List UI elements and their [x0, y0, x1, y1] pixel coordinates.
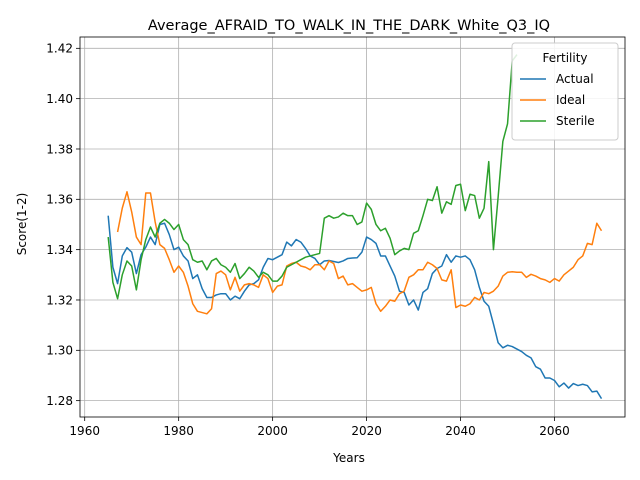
y-axis-ticks: 1.28 1.30 1.32 1.34 1.36 1.38 1.40 1.42: [46, 42, 80, 408]
y-tick-label: 1.32: [46, 293, 73, 307]
y-tick-label: 1.40: [46, 92, 73, 106]
axes-frame: [79, 36, 626, 418]
series-line-actual: [107, 215, 603, 400]
legend-label-ideal: Ideal: [556, 93, 585, 107]
y-tick-label: 1.36: [46, 193, 73, 207]
y-tick-label: 1.42: [46, 42, 73, 56]
gridlines: [80, 37, 625, 417]
x-axis-label: Years: [332, 451, 365, 465]
x-tick-label: 2000: [257, 424, 288, 438]
x-tick-label: 1980: [163, 424, 194, 438]
x-tick-label: 2020: [351, 424, 382, 438]
plot-lines: [107, 54, 603, 400]
y-tick-label: 1.30: [46, 344, 73, 358]
y-axis-label: Score(1-2): [15, 193, 29, 256]
legend: Fertility Actual Ideal Sterile: [511, 42, 619, 141]
x-tick-label: 1960: [69, 424, 100, 438]
y-tick-label: 1.38: [46, 142, 73, 156]
legend-box: [511, 42, 619, 141]
x-axis-ticks: 1960 1980 2000 2020 2040 2060: [69, 417, 570, 438]
legend-label-actual: Actual: [556, 72, 594, 86]
chart-title: Average_AFRAID_TO_WALK_IN_THE_DARK_White…: [148, 18, 550, 34]
series-line-ideal: [116, 191, 603, 315]
x-tick-label: 2060: [539, 424, 570, 438]
x-tick-label: 2040: [445, 424, 476, 438]
series-line-sterile: [107, 54, 518, 300]
legend-label-sterile: Sterile: [556, 114, 595, 128]
y-tick-label: 1.28: [46, 394, 73, 408]
legend-title: Fertility: [542, 51, 587, 65]
y-tick-label: 1.34: [46, 243, 73, 257]
